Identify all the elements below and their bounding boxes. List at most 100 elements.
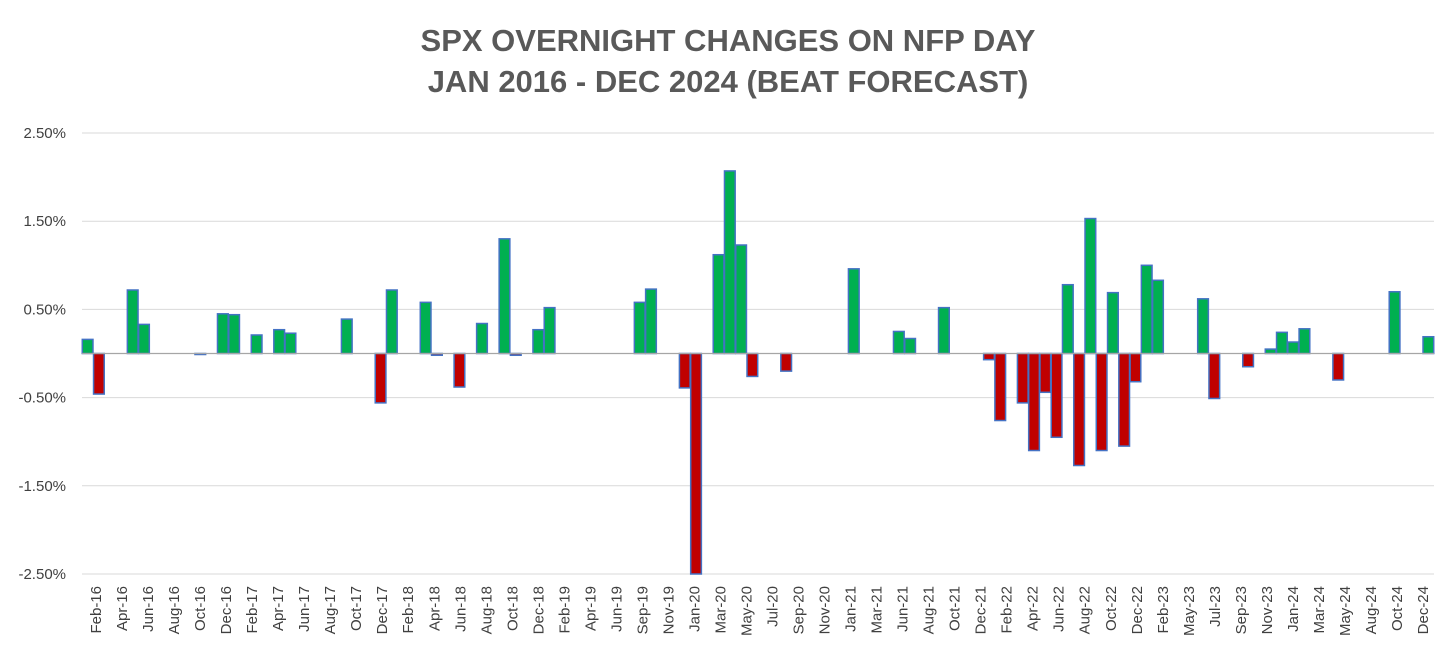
x-tick-label: Jul-20 [765,586,782,627]
x-tick-label: Nov-23 [1259,586,1276,634]
bar [216,313,229,355]
bar [1298,328,1311,355]
bar [137,323,151,355]
bar [126,289,139,355]
x-tick-label: Oct-24 [1389,586,1406,631]
bar [374,352,387,404]
bar [847,268,860,355]
bar [723,170,736,355]
x-tick-label: Jun-16 [140,586,157,632]
x-tick-label: Aug-22 [1077,586,1094,634]
bar [1061,283,1074,355]
y-tick-label: 2.50% [23,125,66,142]
x-tick-label: Feb-22 [999,586,1016,634]
bar [1039,352,1052,394]
bar [1422,335,1435,355]
x-tick-label: Aug-16 [166,586,183,634]
x-tick-label: Jan-24 [1285,586,1302,632]
x-tick-label: Oct-22 [1103,586,1120,631]
bar [1118,352,1131,447]
x-tick-label: Dec-24 [1415,586,1432,634]
bar [543,306,556,355]
x-tick-label: Dec-22 [1129,586,1146,634]
x-tick-label: Dec-21 [973,586,990,634]
bar [1095,352,1108,452]
x-tick-label: Jun-21 [895,586,912,632]
x-tick-label: Oct-21 [947,586,964,631]
x-tick-label: Feb-18 [400,586,417,634]
x-tick-label: Dec-17 [374,586,391,634]
bar [1027,352,1041,452]
bar [746,352,759,378]
bar [633,301,646,355]
x-tick-label: Jun-22 [1051,586,1068,632]
x-tick-label: Nov-19 [660,586,677,634]
bar [1332,352,1345,381]
bar [1388,291,1401,355]
bar [475,322,489,355]
bar [1196,298,1210,355]
bar [1264,348,1277,355]
bar [780,352,793,372]
bar [250,334,263,355]
bar [498,238,511,355]
bar [1287,341,1300,355]
x-tick-label: Sep-19 [634,586,651,634]
x-tick-label: Feb-23 [1155,586,1172,634]
bars [81,170,1435,575]
x-axis-ticks: Feb-16 Apr-16 Jun-16 Aug-16 Oct-16 Dec-16 Feb-… [88,586,1432,636]
x-tick-label: Nov-20 [817,586,834,634]
x-tick-label: Mar-20 [713,586,730,634]
bar [1050,352,1063,439]
bar [892,330,905,355]
x-tick-label: Apr-19 [582,586,599,631]
bar [81,338,94,355]
x-tick-label: Oct-16 [192,586,209,631]
x-tick-label: Jan-20 [687,586,704,632]
x-tick-label: Sep-20 [791,586,808,634]
chart-title: SPX OVERNIGHT CHANGES ON NFP DAY JAN 201… [0,20,1456,102]
x-tick-label: Apr-18 [426,586,443,631]
chart-title-line-1: SPX OVERNIGHT CHANGES ON NFP DAY [420,23,1036,58]
y-tick-label: 1.50% [23,213,66,230]
bar [937,306,950,355]
x-tick-label: Jan-21 [843,586,860,632]
x-tick-label: Feb-17 [244,586,261,634]
bar [228,313,241,355]
y-tick-label: -2.50% [18,566,66,583]
bar [1084,217,1097,355]
x-tick-label: Dec-18 [530,586,547,634]
x-tick-label: May-23 [1181,586,1198,636]
x-tick-label: Mar-21 [869,586,886,634]
bar [284,332,297,355]
x-tick-label: Jun-18 [452,586,469,632]
x-tick-label: Oct-17 [348,586,365,631]
x-tick-label: Aug-21 [921,586,938,634]
bar [712,253,725,355]
bar [1129,352,1142,383]
bar [982,352,996,361]
bar [735,244,748,355]
bar [453,352,466,388]
bar [994,352,1007,422]
x-tick-label: Oct-18 [504,586,521,631]
bar [678,352,691,389]
y-tick-label: -1.50% [18,478,66,495]
y-tick-label: -0.50% [18,390,66,407]
x-tick-label: Aug-18 [478,586,495,634]
x-tick-label: Dec-16 [218,586,235,634]
bar [689,352,703,575]
x-tick-label: Apr-16 [114,586,131,631]
bar [385,289,398,355]
x-tick-label: Mar-24 [1311,586,1328,634]
bar [92,352,106,395]
bar [644,288,658,355]
x-tick-label: May-24 [1337,586,1354,636]
bar [532,328,545,355]
chart-title-line-2: JAN 2016 - DEC 2024 (BEAT FORECAST) [427,64,1029,99]
bar [904,337,917,355]
x-tick-label: Jun-17 [296,586,313,632]
bar [273,328,286,355]
y-tick-label: 0.50% [23,301,66,318]
